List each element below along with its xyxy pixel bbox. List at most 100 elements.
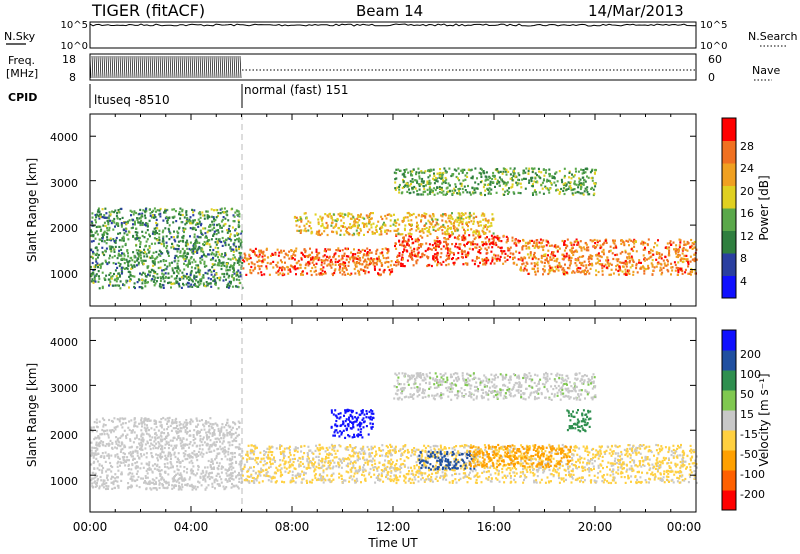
nave-tick-right-top: 60 (708, 53, 722, 66)
velocity-band (468, 443, 572, 469)
power-cbar-tick-4: 4 (740, 275, 747, 288)
nsky-panel: N.Sky 10^5 10^0 10^5 10^0 N.Search (4, 20, 798, 52)
power-cbar-tick-12: 12 (740, 230, 754, 243)
nsky-tick-right-top: 10^5 (700, 20, 727, 31)
nave-tick-right-bottom: 0 (708, 71, 715, 84)
power-colorbar: 28 24 20 16 12 8 4 Power [dB] (721, 117, 771, 299)
nsky-series (89, 23, 696, 27)
power-colorbar-label: Power [dB] (757, 175, 771, 240)
power-cbar-tick-8: 8 (740, 252, 747, 265)
xtick-0800: 08:00 (275, 520, 310, 534)
figure-title: TIGER (fitACF) (91, 1, 205, 20)
velocity-ytick-4000: 4000 (50, 336, 78, 349)
xtick-2400: 00:00 (667, 520, 702, 534)
velocity-colorbar-swatch (722, 410, 736, 431)
power-band (241, 247, 394, 277)
velocity-colorbar-swatch (722, 350, 736, 371)
velocity-band (330, 408, 375, 439)
power-colorbar-swatch (722, 253, 736, 276)
freq-tick-left-bottom: 8 (69, 71, 76, 84)
xtick-0000: 00:00 (73, 520, 108, 534)
power-ytick-3000: 3000 (50, 177, 78, 190)
xtick-2000: 20:00 (578, 520, 613, 534)
xtick-1200: 12:00 (376, 520, 411, 534)
velocity-axis-ticks (89, 318, 697, 512)
vel-cbar-tick-neg200: -200 (740, 488, 765, 501)
velocity-colorbar-frame (721, 329, 737, 511)
xtick-1600: 16:00 (477, 520, 512, 534)
velocity-colorbar-swatch (722, 330, 736, 351)
velocity-colorbar-swatch (722, 470, 736, 491)
nsky-label: N.Sky (4, 30, 36, 43)
nsearch-label: N.Search (748, 30, 798, 43)
power-cbar-tick-24: 24 (740, 162, 754, 175)
power-colorbar-swatch (722, 163, 736, 186)
velocity-ytick-2000: 2000 (50, 429, 78, 442)
cpid-segment-2: normal (fast) 151 (244, 83, 348, 97)
xtick-0400: 04:00 (174, 520, 209, 534)
power-ytick-4000: 4000 (50, 131, 78, 144)
velocity-colorbar-swatch (722, 370, 736, 391)
vel-cbar-tick-neg100: -100 (740, 468, 765, 481)
power-band (519, 238, 698, 277)
nave-label: Nave (752, 64, 780, 77)
power-ytick-2000: 2000 (50, 222, 78, 235)
date-label: 14/Mar/2013 (588, 2, 684, 20)
velocity-colorbar-swatch (722, 490, 736, 511)
power-ylabel: Slant Range [km] (25, 158, 39, 262)
freq-burst-trace (89, 55, 242, 79)
nsky-tick-left-top: 10^5 (61, 20, 88, 31)
velocity-band (566, 409, 592, 433)
vel-cbar-tick-neg50: -50 (740, 448, 758, 461)
velocity-frame (89, 317, 697, 513)
power-colorbar-swatch (722, 185, 736, 209)
freq-label-line2: [MHz] (6, 67, 38, 80)
power-band (293, 211, 495, 237)
power-cbar-tick-20: 20 (740, 185, 754, 198)
power-colorbar-frame (721, 117, 737, 299)
power-cbar-tick-28: 28 (740, 140, 754, 153)
power-band (393, 167, 597, 197)
freq-frame (89, 53, 697, 81)
vel-cbar-tick-15: 15 (740, 408, 754, 421)
power-colorbar-swatch (722, 230, 736, 254)
freq-series (89, 55, 242, 79)
power-ytick-1000: 1000 (50, 268, 78, 281)
power-colorbar-swatch (722, 208, 736, 231)
vel-cbar-tick-200: 200 (740, 348, 761, 361)
power-colorbar-swatch (722, 275, 736, 299)
velocity-colorbar-swatch (722, 430, 736, 451)
velocity-colorbar-swatches (722, 330, 736, 511)
power-cbar-tick-16: 16 (740, 207, 754, 220)
nsky-frame (89, 21, 697, 49)
velocity-colorbar-label: Velocity [m s⁻¹] (757, 373, 771, 466)
power-band (393, 234, 521, 268)
power-colorbar-swatch (722, 118, 736, 141)
velocity-ytick-1000: 1000 (50, 475, 78, 488)
velocity-colorbar-swatch (722, 450, 736, 471)
cpid-row: CPID ltuseq -8510 normal (fast) 151 (8, 83, 348, 108)
velocity-colorbar-swatch (722, 390, 736, 411)
vel-cbar-tick-50: 50 (740, 388, 754, 401)
freq-panel: Freq. [MHz] 18 8 60 0 Nave (6, 53, 780, 84)
velocity-heatmap (90, 371, 698, 491)
velocity-colorbar: 200 100 50 15 -15 -50 -100 -200 Velocity… (721, 329, 771, 511)
velocity-panel: 1000 2000 3000 4000 Slant Range [km] 00:… (25, 317, 702, 550)
velocity-band (90, 416, 244, 491)
velocity-ytick-3000: 3000 (50, 382, 78, 395)
velocity-ylabel: Slant Range [km] (25, 363, 39, 467)
velocity-band (393, 371, 597, 401)
power-axis-ticks (89, 114, 697, 306)
vel-cbar-tick-100: 100 (740, 368, 761, 381)
cpid-segment-1: ltuseq -8510 (94, 93, 170, 107)
nsky-tick-left-bottom: 10^0 (61, 41, 88, 52)
power-colorbar-swatch (722, 140, 736, 164)
nsky-tick-right-bottom: 10^0 (700, 41, 727, 52)
vel-cbar-tick-neg15: -15 (740, 428, 758, 441)
xaxis-label: Time UT (367, 536, 418, 550)
power-band (90, 207, 244, 290)
freq-tick-left-top: 18 (62, 53, 76, 66)
power-colorbar-swatches (722, 118, 736, 299)
beam-label: Beam 14 (356, 2, 423, 20)
